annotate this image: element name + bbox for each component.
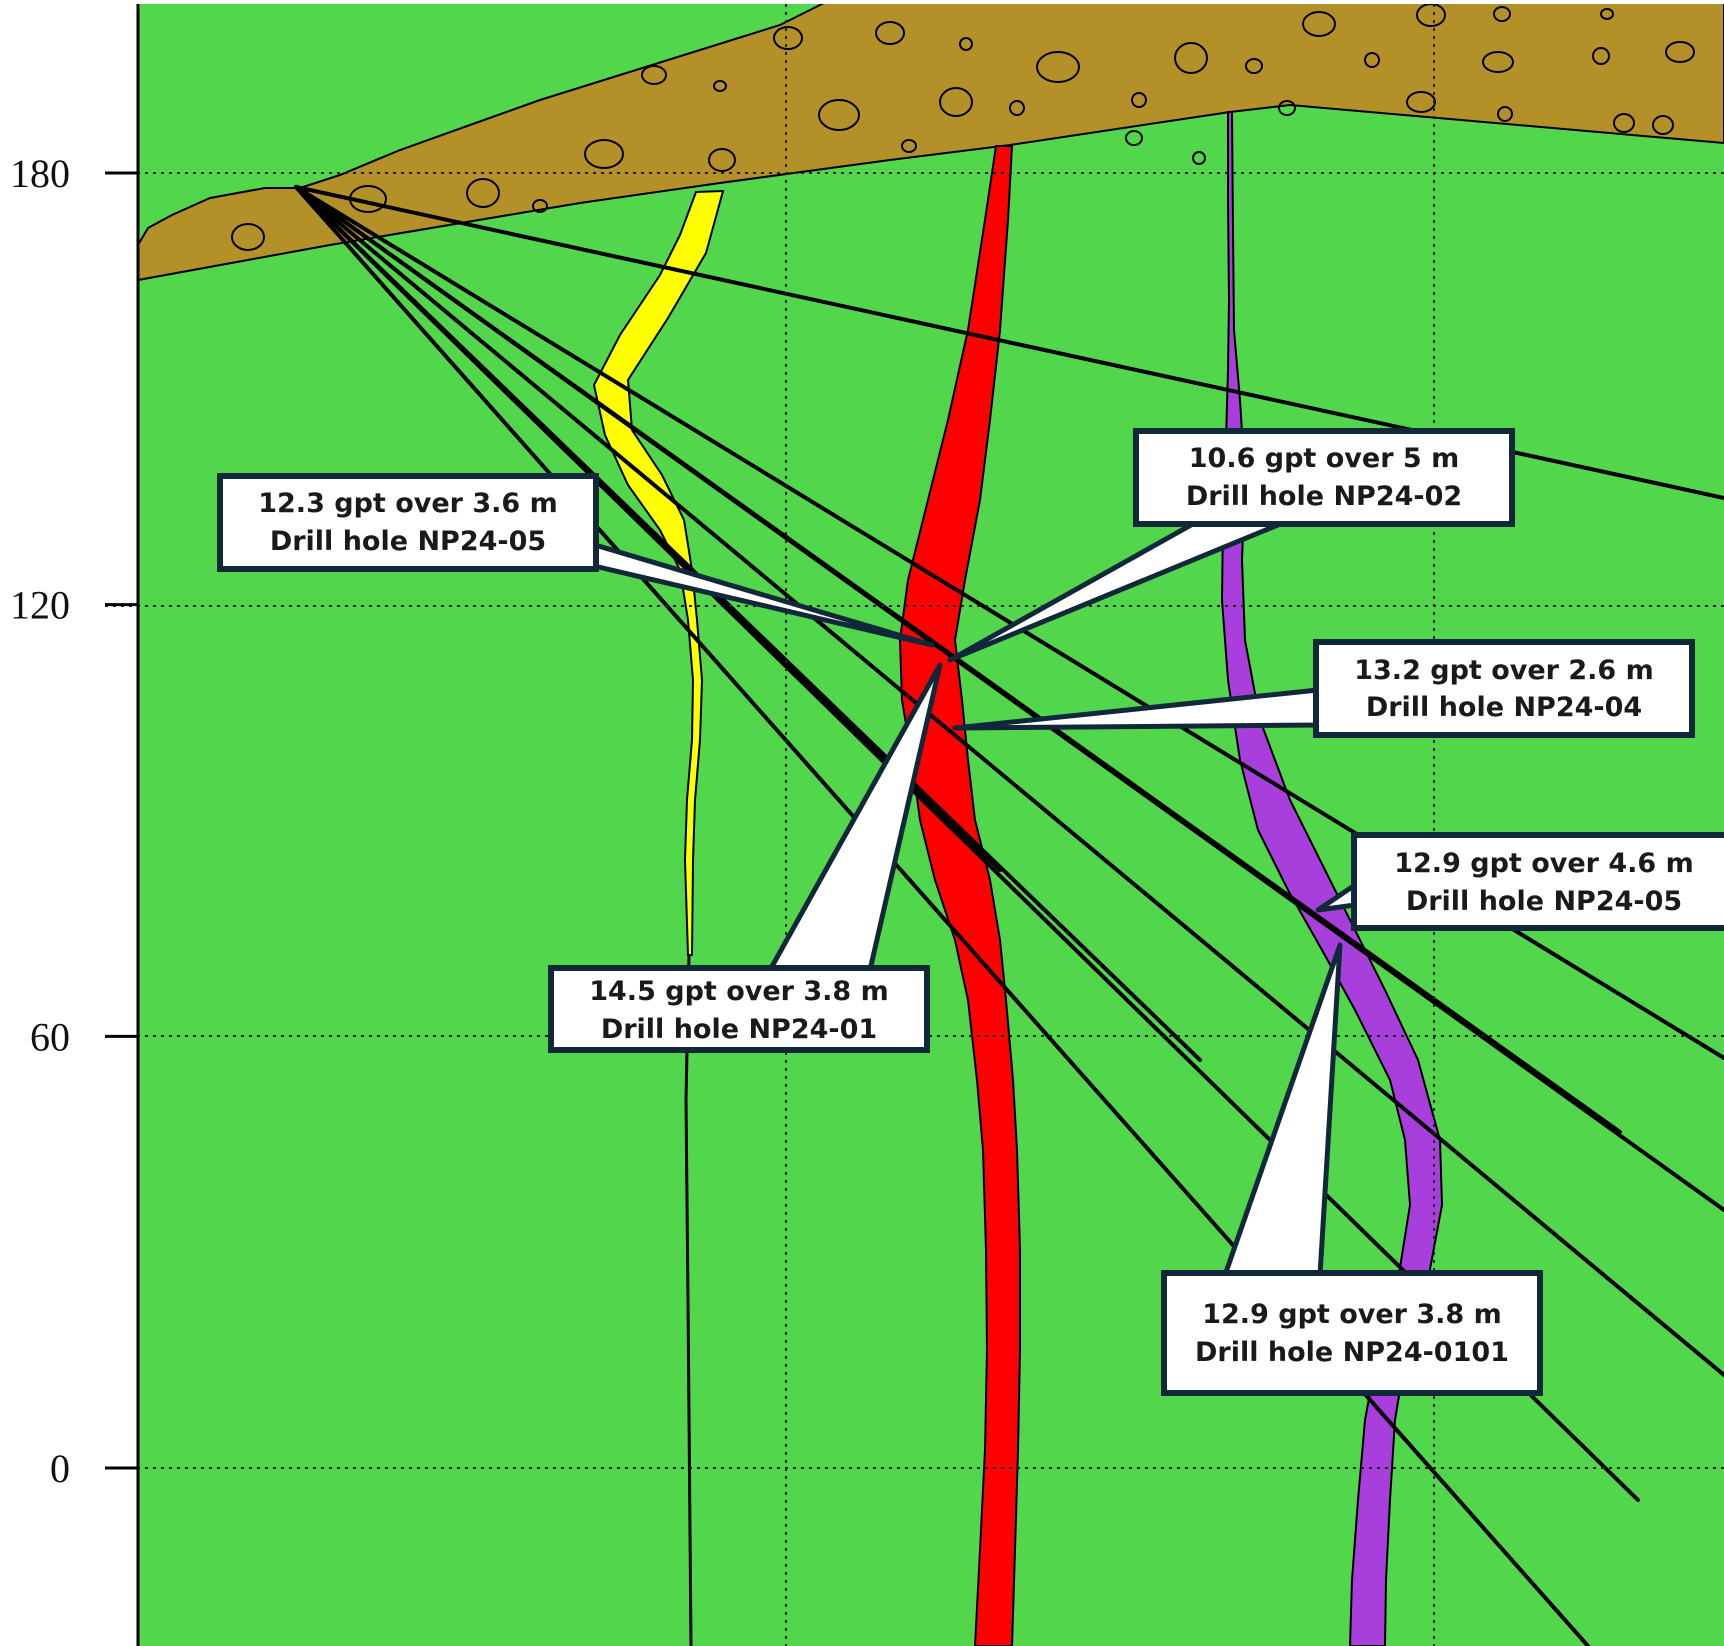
callout-1-grade: 12.3 gpt over 3.6 m	[258, 488, 558, 519]
callout-3: 13.2 gpt over 2.6 m Drill hole NP24-04	[1313, 639, 1695, 738]
callout-5: 14.5 gpt over 3.8 m Drill hole NP24-01	[548, 965, 930, 1053]
callout-box-2	[1133, 428, 1515, 527]
callout-2-grade: 10.6 gpt over 5 m	[1189, 443, 1459, 474]
y-tick-label-0: 0	[50, 1446, 70, 1491]
pebble	[1600, 8, 1614, 20]
frame-top-blank	[138, 0, 1724, 4]
callout-1-hole: Drill hole NP24-05	[270, 526, 546, 557]
pebble	[875, 21, 905, 45]
pebble	[1482, 51, 1514, 73]
yellow-vein	[592, 189, 725, 956]
callout-box-4	[1351, 832, 1724, 931]
callout-box-6	[1161, 1270, 1543, 1396]
callout-3-grade: 13.2 gpt over 2.6 m	[1354, 655, 1654, 686]
pebble	[773, 26, 803, 50]
purple-vein	[1220, 111, 1444, 1646]
pebble	[1192, 151, 1206, 165]
pebble	[1364, 52, 1380, 68]
overburden-pebbles	[231, 3, 1695, 251]
pebble	[1131, 92, 1147, 108]
callout-box-1	[217, 473, 599, 572]
pebble	[959, 37, 973, 51]
callout-5-hole: Drill hole NP24-01	[601, 1014, 877, 1045]
callout-6-hole: Drill hole NP24-0101	[1195, 1337, 1509, 1368]
callout-6-grade: 12.9 gpt over 3.8 m	[1202, 1299, 1502, 1330]
pebble	[1665, 41, 1695, 63]
pebble	[1174, 42, 1208, 74]
callout-2-hole: Drill hole NP24-02	[1186, 481, 1462, 512]
callout-5-grade: 14.5 gpt over 3.8 m	[589, 976, 889, 1007]
callout-pointers	[517, 517, 1358, 1278]
drill-trace-7	[294, 185, 1590, 1646]
y-tick-label-60: 60	[30, 1014, 70, 1059]
pebble	[1125, 130, 1143, 146]
pebble	[1652, 115, 1674, 135]
callout-1: 12.3 gpt over 3.6 m Drill hole NP24-05	[217, 473, 599, 572]
pebble	[901, 139, 917, 153]
pebble	[1592, 47, 1610, 65]
drill-trace-5	[294, 185, 1724, 1377]
y-axis-ticks: 180 120 60 0	[10, 151, 138, 1491]
callout-box-5	[548, 965, 930, 1053]
pebble	[708, 148, 736, 172]
pebble	[1036, 51, 1080, 83]
pebble	[818, 99, 860, 131]
pebble	[1245, 58, 1263, 74]
pebble	[1278, 100, 1296, 116]
drill-trace-9	[294, 185, 1002, 872]
y-tick-label-180: 180	[10, 151, 70, 196]
pebble	[713, 80, 727, 92]
drill-trace-4	[294, 185, 1724, 1212]
callout-6: 12.9 gpt over 3.8 m Drill hole NP24-0101	[1161, 1270, 1543, 1396]
pebble	[641, 65, 667, 85]
pebble	[939, 87, 973, 117]
pebble	[584, 139, 624, 169]
pebble	[1493, 6, 1511, 22]
pebble	[1302, 11, 1336, 37]
pebble	[1497, 106, 1513, 122]
pebble	[466, 178, 500, 208]
callout-4-grade: 12.9 gpt over 4.6 m	[1394, 848, 1694, 879]
callout-box-3	[1313, 639, 1695, 738]
pebble	[1009, 100, 1025, 116]
y-tick-label-120: 120	[10, 583, 70, 628]
red-vein	[898, 145, 1021, 1646]
pebble	[532, 199, 548, 213]
pebble	[231, 223, 265, 251]
callout-2: 10.6 gpt over 5 m Drill hole NP24-02	[1133, 428, 1515, 527]
callout-4: 12.9 gpt over 4.6 m Drill hole NP24-05	[1351, 832, 1724, 931]
pebble	[1613, 113, 1635, 133]
callout-4-hole: Drill hole NP24-05	[1406, 886, 1682, 917]
callout-3-hole: Drill hole NP24-04	[1366, 692, 1642, 723]
